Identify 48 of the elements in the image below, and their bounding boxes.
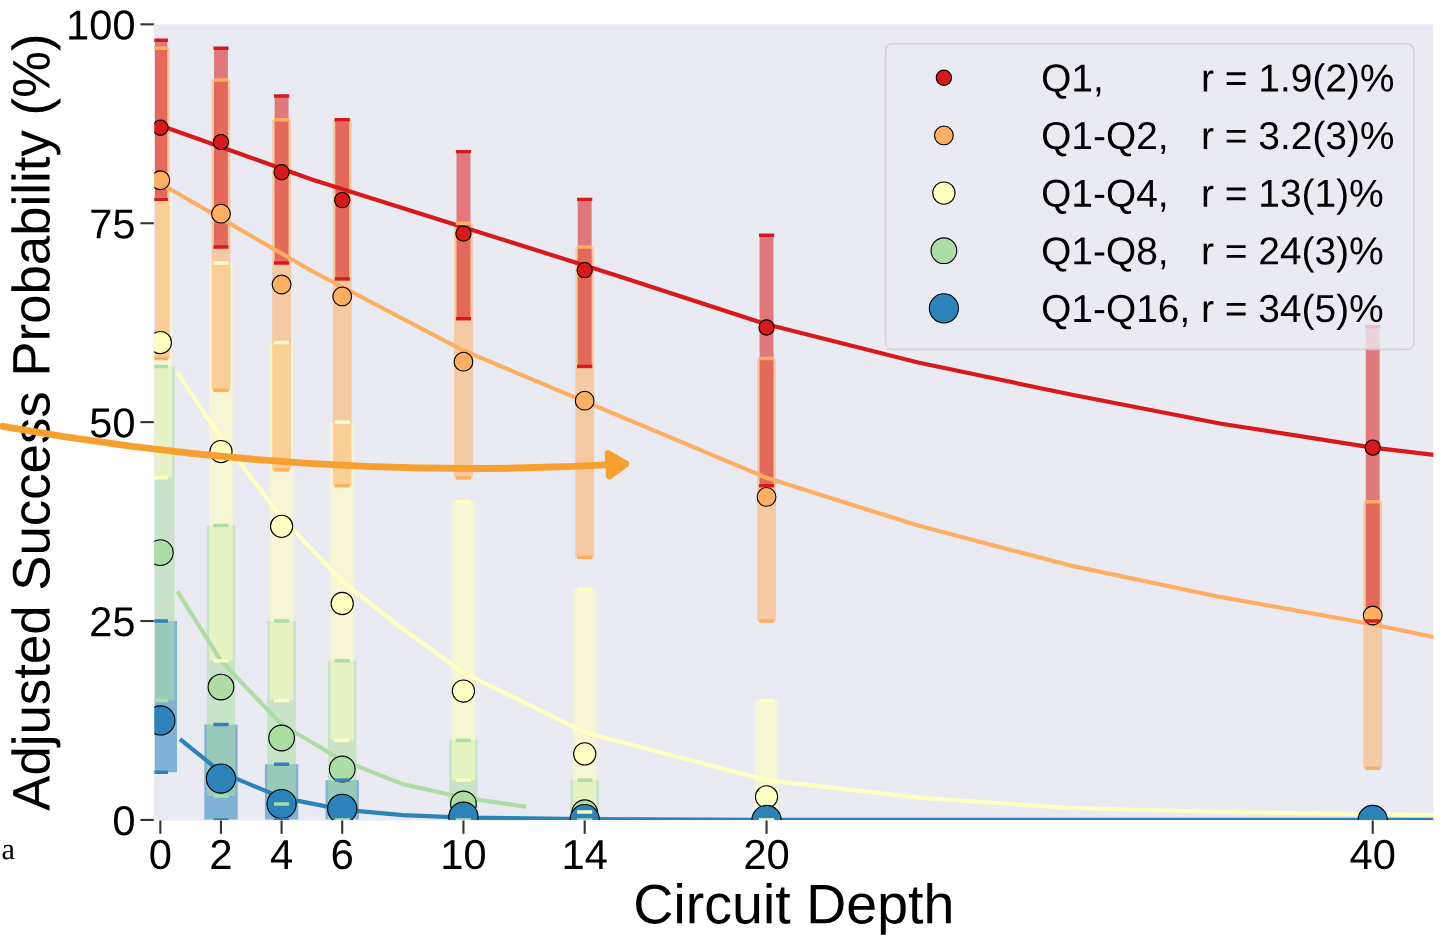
- point: [271, 274, 292, 295]
- point: [273, 164, 290, 181]
- legend-label: Q1, r = 1.9(2)%: [1042, 63, 1394, 100]
- legend-label: Q1-Q16, r = 34(5)%: [1042, 293, 1383, 331]
- legend-label: Q1-Q8, r = 24(3)%: [1042, 236, 1383, 273]
- x-tick-label: 0: [150, 839, 171, 870]
- point: [207, 673, 235, 701]
- y-tick-label: 75: [91, 209, 134, 239]
- point: [453, 351, 474, 372]
- point: [269, 514, 294, 539]
- x-tick-label: 2: [211, 839, 231, 869]
- point: [330, 591, 354, 616]
- point: [451, 679, 476, 703]
- line-series: [176, 372, 1434, 818]
- x-tick-label: 40: [1350, 839, 1395, 870]
- point: [574, 390, 595, 411]
- point: [758, 319, 775, 336]
- legend-label: Q1-Q4, r = 13(1)%: [1042, 178, 1383, 215]
- point: [154, 119, 169, 136]
- point: [756, 486, 777, 507]
- point: [1364, 439, 1381, 456]
- point: [211, 203, 231, 224]
- y-tick-label: 0: [114, 805, 134, 836]
- point: [205, 763, 237, 794]
- point: [332, 286, 353, 307]
- x-tick-label: 14: [564, 840, 607, 869]
- legend-label: Q1-Q2, r = 3.2(3)%: [1042, 120, 1394, 158]
- line-series: [176, 591, 527, 809]
- point: [266, 788, 297, 820]
- point: [455, 225, 472, 242]
- point: [212, 133, 230, 151]
- point: [576, 261, 593, 279]
- point: [334, 191, 351, 209]
- point: [268, 724, 295, 752]
- y-tick-label: 100: [69, 10, 134, 40]
- x-tick-label: 6: [332, 839, 352, 870]
- point: [328, 755, 356, 783]
- x-tick-label: 4: [270, 840, 292, 869]
- x-tick-label: 20: [745, 839, 789, 870]
- y-tick-label: 50: [90, 408, 134, 438]
- point: [754, 785, 779, 809]
- x-axis-title: Circuit Depth: [636, 883, 951, 935]
- y-tick-label: 25: [91, 607, 134, 637]
- y-axis-title: Adjusted Success Probability (%): [11, 36, 61, 811]
- line-series: [179, 738, 1434, 820]
- point: [573, 742, 597, 766]
- text: a: [2, 844, 15, 860]
- x-tick-label: 10: [443, 839, 485, 870]
